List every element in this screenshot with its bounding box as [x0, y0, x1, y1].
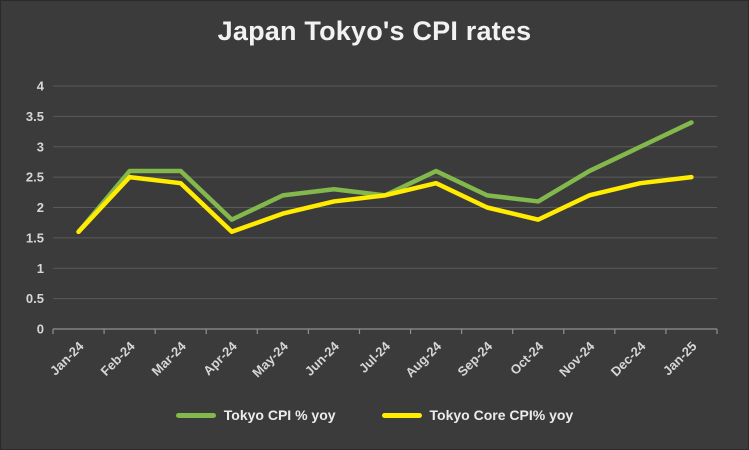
chart-title: Japan Tokyo's CPI rates	[217, 15, 532, 46]
x-axis-label: Sep-24	[455, 338, 496, 379]
series-line	[76, 174, 694, 235]
plot-area-wrapper: 0 0.5 1 1.5 2 2.5 3 3.5 4 Jan-24 Feb-24 Mar-24 Apr-2…	[1, 61, 748, 391]
x-axis-label: Feb-24	[97, 338, 138, 379]
y-axis-label: 3	[37, 139, 44, 154]
legend-item-tokyo-core-cpi: Tokyo Core CPI% yoy	[381, 407, 574, 423]
x-axis-label: Aug-24	[402, 338, 444, 380]
x-axis-label: Jan-24	[47, 338, 87, 378]
y-axis-label: 4	[37, 79, 45, 94]
y-axis-label: 1	[37, 261, 44, 276]
y-axis-label: 2	[37, 200, 44, 215]
chart-legend: Tokyo CPI % yoy Tokyo Core CPI% yoy	[1, 391, 748, 449]
x-axis-label: Jun-24	[302, 338, 343, 379]
x-axis-label: May-24	[249, 338, 291, 380]
legend-item-tokyo-cpi: Tokyo CPI % yoy	[175, 407, 336, 423]
x-axis-label: Nov-24	[556, 338, 598, 380]
y-axis-label: 3.5	[26, 109, 44, 124]
y-axis-label: 1.5	[26, 230, 44, 245]
cpi-line-chart: 0 0.5 1 1.5 2 2.5 3 3.5 4 Jan-24 Feb-24 Mar-24 Apr-2…	[26, 79, 718, 380]
x-axis-label: Apr-24	[200, 338, 240, 378]
y-axis-label: 2.5	[26, 170, 44, 185]
legend-swatch-yellow-line	[381, 412, 422, 418]
x-axis-label: Dec-24	[608, 338, 649, 379]
x-axis-label: Mar-24	[149, 338, 190, 379]
legend-swatch-green-line	[175, 412, 216, 418]
y-axis-label: 0.5	[26, 291, 44, 306]
legend-label-tokyo-cpi: Tokyo CPI % yoy	[223, 407, 336, 423]
y-axis-label: 0	[37, 322, 44, 337]
legend-label-tokyo-core-cpi: Tokyo Core CPI% yoy	[429, 407, 574, 423]
x-axis-label: Jul-24	[356, 338, 394, 376]
x-axis-label: Jan-25	[660, 339, 700, 379]
x-axis-label: Oct-24	[507, 338, 547, 378]
